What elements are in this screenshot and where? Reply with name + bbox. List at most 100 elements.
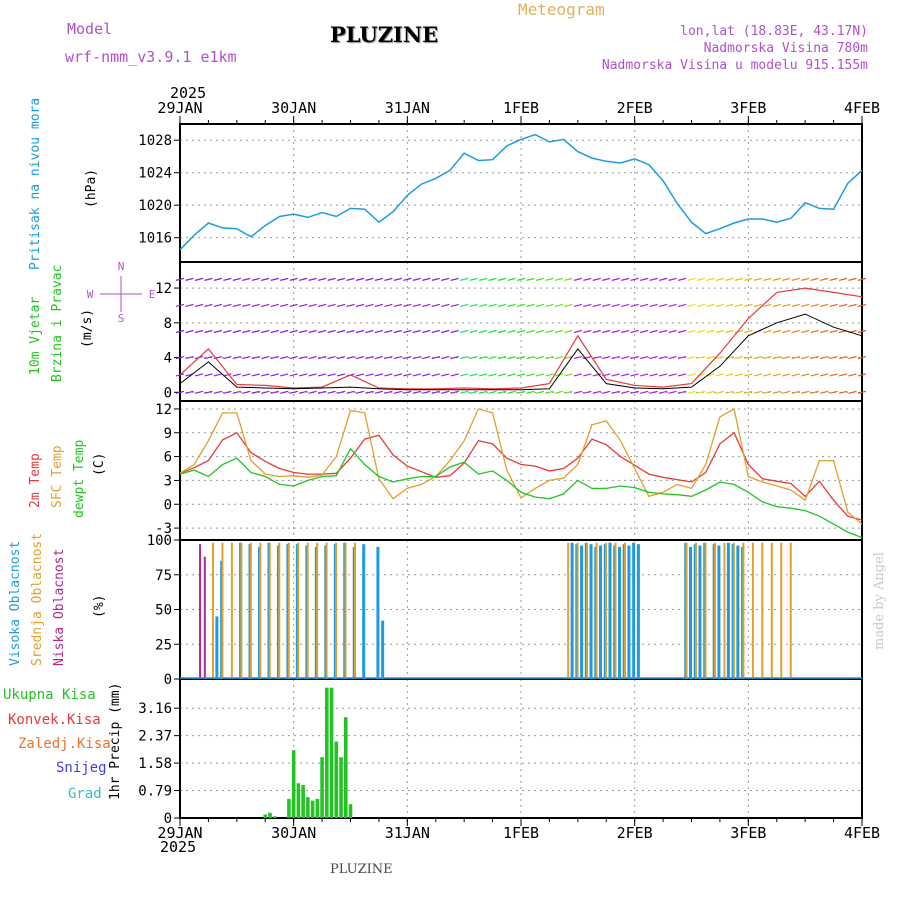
wind-barb — [270, 373, 279, 377]
pressure-ytick-label: 1028 — [138, 133, 172, 149]
cloud-bar-0 — [726, 542, 730, 679]
wind-barb — [744, 329, 753, 334]
precip-bar — [263, 814, 268, 818]
wind-barb — [175, 329, 185, 334]
wind-barb — [355, 303, 365, 308]
wind-barb — [261, 373, 270, 377]
temperature-ytick-label: 9 — [164, 426, 172, 442]
wind-barb — [317, 390, 327, 394]
wind-barb — [289, 329, 298, 334]
wind-barb — [280, 303, 289, 308]
wind-barb — [592, 373, 601, 377]
wind-barb — [602, 355, 611, 360]
wind-barb — [819, 303, 829, 308]
wind-barb — [696, 329, 706, 334]
wind-barb — [592, 277, 601, 281]
wind-barb — [213, 329, 223, 334]
wind-barb — [232, 277, 241, 281]
cloud-bar-0 — [376, 546, 380, 679]
wind-barb — [744, 373, 753, 377]
wind-barb — [564, 329, 573, 334]
wind-barb — [573, 277, 582, 281]
wind-rose-n: N — [118, 260, 125, 273]
wind-barb — [810, 303, 819, 308]
wind-barb — [422, 277, 431, 281]
wind-barb — [734, 277, 744, 281]
wind-barb — [630, 390, 639, 394]
wind-barb — [204, 277, 213, 281]
wind-barb — [175, 277, 185, 281]
wind-barb — [621, 303, 630, 308]
precip-bar — [291, 750, 296, 818]
pressure-frame — [179, 123, 863, 263]
wind-barb — [450, 329, 459, 334]
wind-barb — [535, 355, 545, 360]
wind-barb — [611, 303, 620, 308]
wind-barb — [478, 329, 488, 334]
wind-barb — [516, 329, 526, 334]
wind-barb — [696, 303, 706, 308]
wind-barb — [497, 303, 507, 308]
wind-barb — [327, 355, 336, 360]
wind-barb — [564, 277, 573, 281]
top-xtick-label: 29JAN — [157, 99, 202, 117]
cloud-bar-1 — [316, 542, 319, 679]
wind-barb — [469, 303, 478, 308]
wind-barb — [744, 355, 753, 360]
wind-barb — [621, 373, 630, 377]
wind-barb — [687, 373, 696, 377]
cloud-bar-0 — [362, 544, 366, 679]
wind-barb — [412, 390, 421, 394]
wind-barb — [791, 329, 800, 334]
wind-barb — [223, 390, 232, 394]
wind-barb — [365, 373, 374, 377]
wind-barb — [507, 277, 516, 281]
cloud-ytick-label: 25 — [155, 637, 172, 653]
cloud-bar-1 — [240, 542, 243, 679]
wind-barb — [308, 329, 317, 334]
wind-barb — [308, 373, 317, 377]
wind-barb — [516, 303, 526, 308]
cloud-bar-1 — [770, 542, 773, 679]
wind-barb — [819, 329, 829, 334]
wind-barb — [365, 390, 374, 394]
wind-barb — [725, 303, 734, 308]
wind-barb — [848, 373, 857, 377]
wind-barb — [819, 373, 829, 377]
wind-barb — [611, 390, 620, 394]
temp-line-2 — [179, 447, 863, 539]
wind-barb — [668, 390, 677, 394]
wind-barb — [469, 390, 478, 394]
wind-barb — [355, 373, 365, 377]
wind-barb — [204, 373, 213, 377]
wind-barb — [242, 277, 251, 281]
precip-bar — [329, 687, 334, 818]
wind-barb — [280, 277, 289, 281]
wind-barb — [213, 277, 223, 281]
wind-barb — [857, 390, 867, 394]
precip-bar — [325, 687, 329, 818]
wind-barb — [602, 277, 611, 281]
wind-barb — [336, 390, 346, 394]
wind-barb — [497, 329, 507, 334]
wind-barb — [725, 329, 734, 334]
wind-barb — [384, 373, 393, 377]
wind-barb — [251, 329, 260, 334]
wind-barb — [706, 390, 715, 394]
wind-barb — [469, 355, 478, 360]
wind-barb — [346, 277, 355, 281]
wind-barb — [251, 303, 260, 308]
wind-barb — [336, 277, 346, 281]
temperature-ytick-label: 6 — [164, 450, 172, 466]
wind-barb — [507, 373, 516, 377]
wind-barb — [573, 329, 582, 334]
wind-barb — [185, 390, 194, 394]
wind-barb — [365, 355, 374, 360]
wind-barb — [289, 355, 298, 360]
wind-barb — [412, 329, 421, 334]
wind-barb — [611, 277, 620, 281]
top-xtick-label: 3FEB — [730, 99, 766, 117]
temp-line-0 — [179, 431, 863, 521]
wind-barb — [526, 277, 535, 281]
wind-barb — [554, 303, 564, 308]
